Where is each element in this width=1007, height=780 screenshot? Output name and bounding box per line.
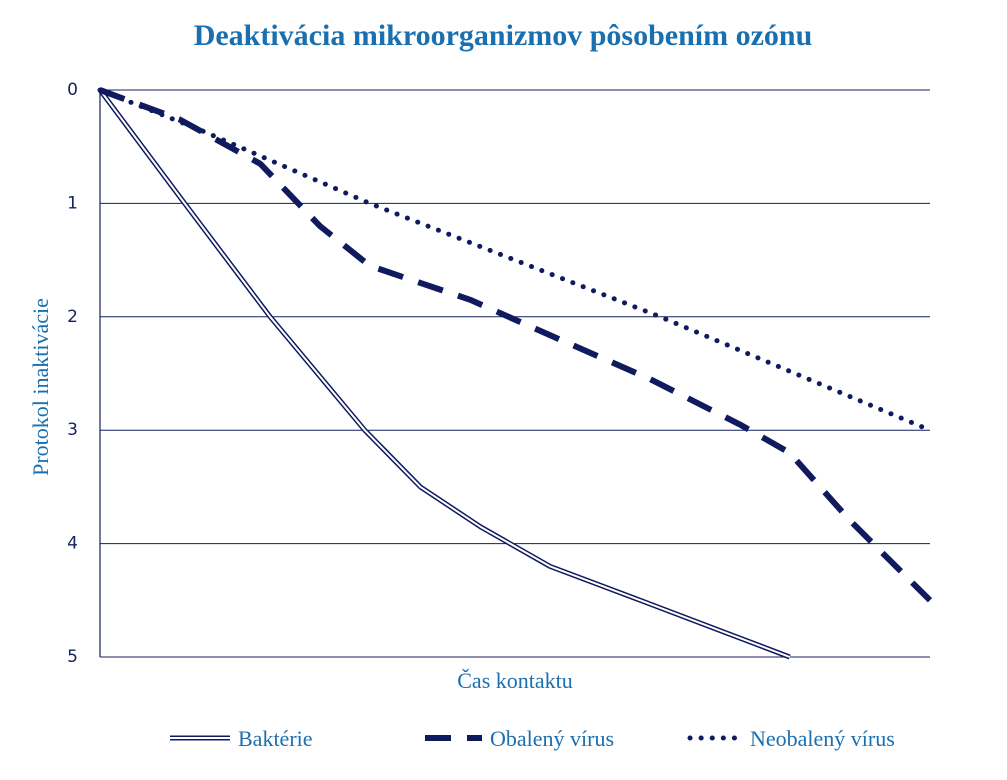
y-tick-label: 5 xyxy=(67,647,78,667)
legend-label: Baktérie xyxy=(238,726,313,751)
legend-label: Obalený vírus xyxy=(490,726,614,751)
legend-label: Neobalený vírus xyxy=(750,726,895,751)
chart-title: Deaktivácia mikroorganizmov pôsobením oz… xyxy=(194,19,813,52)
x-axis-label: Čas kontaktu xyxy=(457,668,573,693)
y-tick-label: 3 xyxy=(67,420,78,440)
y-tick-label: 0 xyxy=(67,80,78,100)
y-tick-label: 4 xyxy=(67,534,78,554)
y-tick-label: 2 xyxy=(67,307,78,327)
series-line xyxy=(98,87,933,603)
line-inner xyxy=(99,89,791,658)
y-axis-label: Protokol inaktivácie xyxy=(28,298,53,476)
y-tick-label: 1 xyxy=(67,193,78,213)
series-line xyxy=(97,88,791,660)
